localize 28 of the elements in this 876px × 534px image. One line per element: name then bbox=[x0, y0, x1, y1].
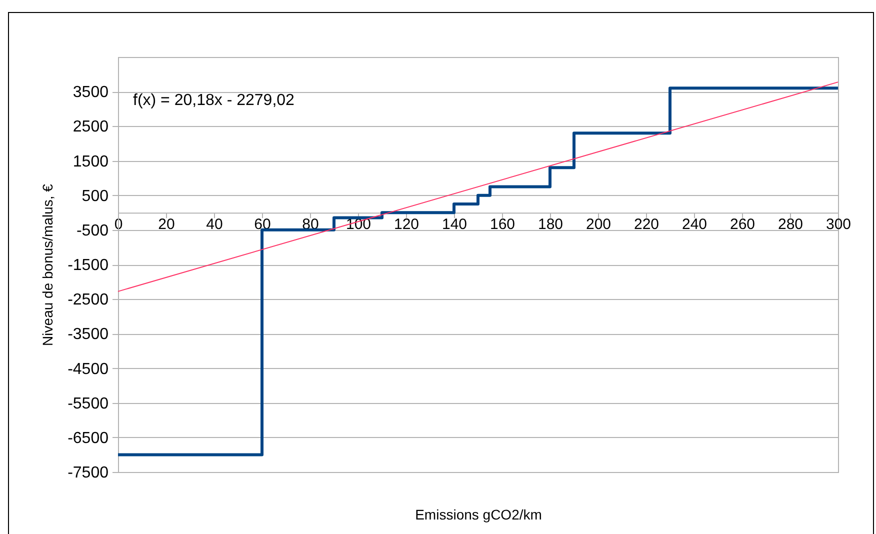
x-tick-label: 20 bbox=[158, 216, 175, 234]
y-tick-label: -5500 bbox=[68, 395, 109, 412]
annotation: f(x) = 20,18x - 2279,02 bbox=[133, 92, 295, 109]
y-tick-label: -500 bbox=[76, 222, 109, 240]
y-tick-label: -6500 bbox=[68, 430, 109, 447]
x-tick-label: 220 bbox=[634, 216, 660, 234]
x-tick-label: 60 bbox=[254, 216, 271, 234]
y-tick-label: -1500 bbox=[68, 257, 109, 274]
x-tick-label: 40 bbox=[206, 216, 223, 234]
y-tick-label: 2500 bbox=[72, 118, 109, 136]
y-tick-label: -2500 bbox=[68, 292, 109, 309]
x-tick-label: 120 bbox=[394, 216, 420, 234]
x-axis-title: Emissions gCO2/km bbox=[415, 506, 542, 522]
x-tick-label: 140 bbox=[442, 216, 468, 234]
x-tick-label: 160 bbox=[490, 216, 516, 234]
x-tick-label: 200 bbox=[586, 216, 612, 234]
y-tick-label: 1500 bbox=[72, 153, 109, 170]
x-tick-label: 300 bbox=[826, 216, 852, 234]
y-tick-label: -7500 bbox=[68, 464, 109, 482]
x-tick-label: 260 bbox=[730, 216, 756, 234]
x-tick-label: 240 bbox=[682, 216, 708, 234]
y-tick-label: -3500 bbox=[68, 326, 109, 344]
y-tick-label: -4500 bbox=[68, 360, 109, 378]
y-axis-title: Niveau de bonus/malus, € bbox=[40, 184, 56, 346]
y-tick-label: 500 bbox=[82, 188, 109, 205]
x-tick-label: 180 bbox=[538, 216, 564, 234]
x-tick-label: 280 bbox=[778, 216, 804, 234]
y-tick-label: 3500 bbox=[72, 84, 109, 102]
